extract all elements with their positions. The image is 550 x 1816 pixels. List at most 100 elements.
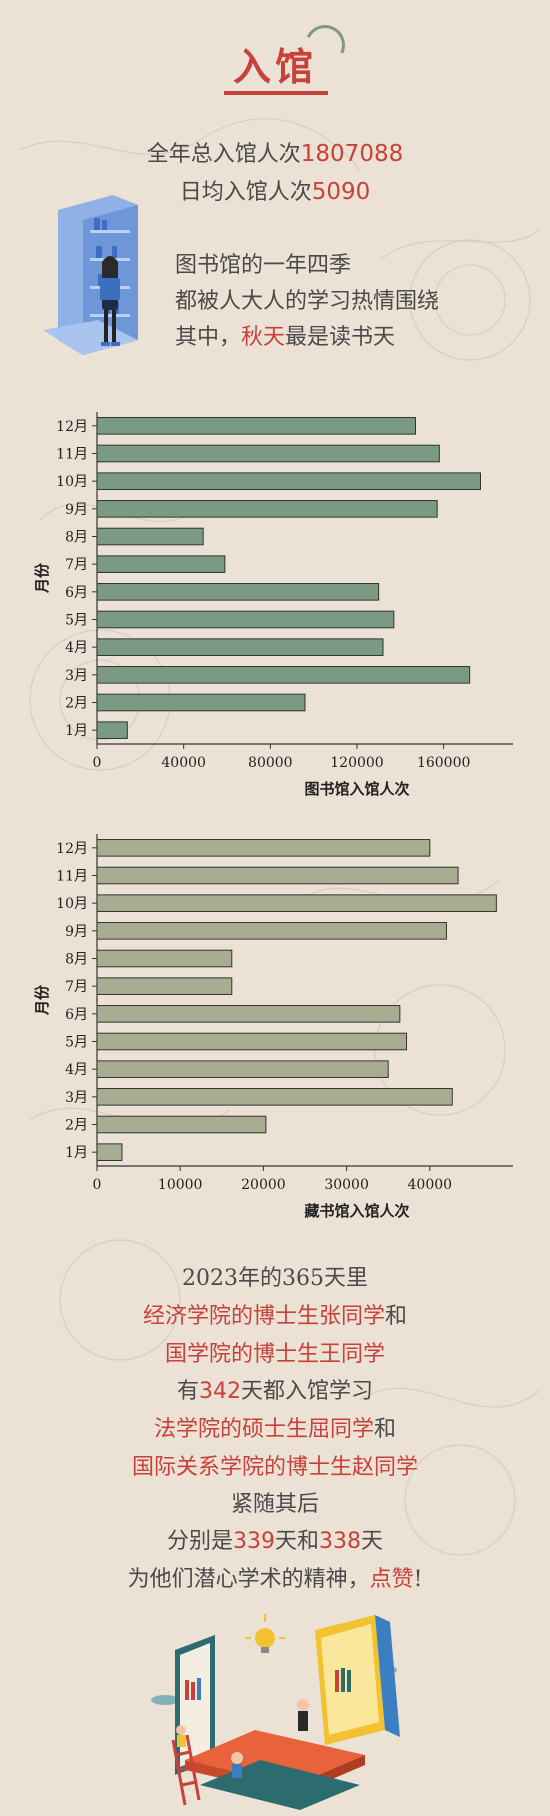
days-338: 338 (319, 1529, 361, 1554)
library-x-tick-label: 0 (93, 755, 102, 771)
collection-bar-7 (96, 977, 233, 995)
collection-bar-8 (96, 949, 233, 968)
library-category-label: 2月 (65, 696, 88, 712)
library-category-label: 9月 (65, 502, 88, 518)
intro-autumn-highlight: 秋天 (241, 325, 286, 350)
collection-category-label: 5月 (65, 1035, 88, 1051)
library-x-tick-label: 80000 (248, 755, 293, 771)
library-category-label: 6月 (65, 585, 88, 601)
story-l4-post: 天都入馆学习 (241, 1379, 374, 1404)
collection-x-tick-label: 0 (93, 1177, 102, 1193)
collection-x-tick-label: 10000 (158, 1177, 203, 1193)
collection-bar-2 (96, 1115, 267, 1134)
library-bar-10 (96, 472, 481, 490)
library-x-tick-label: 160000 (417, 755, 470, 771)
library-category-label: 1月 (65, 723, 88, 739)
collection-category-label: 9月 (65, 924, 88, 940)
library-category-label: 11月 (56, 447, 88, 463)
collection-x-axis-label: 藏书馆入馆人次 (304, 1202, 409, 1220)
story-and-2: 和 (374, 1417, 397, 1442)
student-qu: 法学院的硕士生屈同学 (153, 1417, 374, 1442)
story-l9-post: ! (413, 1567, 423, 1592)
days-339: 339 (232, 1529, 275, 1554)
library-bar-11 (96, 444, 440, 463)
intro-line-3: 其中，秋天最是读书天 (175, 319, 395, 351)
total-visits-label: 全年总入馆人次 (146, 142, 301, 167)
intro-line-3-pre: 其中， (175, 325, 242, 350)
library-bar-8 (96, 527, 204, 546)
total-visits-line: 全年总入馆人次1807088 (0, 136, 550, 168)
intro-line-3-post: 最是读书天 (285, 325, 396, 350)
praise-highlight: 点赞 (369, 1567, 414, 1592)
library-category-label: 10月 (56, 474, 88, 490)
total-visits-value: 1807088 (300, 141, 404, 167)
story-l4-pre: 有 (176, 1379, 199, 1404)
library-bar-1 (96, 721, 128, 739)
library-bar-2 (96, 693, 306, 712)
collection-category-label: 10月 (56, 896, 88, 912)
story-l8-mid: 天和 (274, 1529, 319, 1554)
collection-category-label: 8月 (65, 952, 88, 968)
library-category-label: 4月 (65, 640, 88, 656)
library-bar-12 (96, 417, 416, 435)
collection-category-label: 6月 (65, 1007, 88, 1023)
days-342: 342 (199, 1379, 241, 1404)
collection-y-axis-label: 月份 (33, 984, 51, 1016)
story-line-5: 法学院的硕士生屈同学和 (0, 1411, 550, 1443)
collection-bar-3 (96, 1088, 453, 1106)
story-l8-post: 天 (361, 1529, 384, 1554)
library-x-tick-label: 40000 (161, 755, 206, 771)
library-bar-9 (96, 500, 438, 518)
library-bar-3 (96, 666, 471, 684)
page-title: 入馆 (232, 44, 317, 89)
daily-visits-line: 日均入馆人次5090 (0, 174, 550, 206)
collection-x-tick-label: 40000 (408, 1177, 453, 1193)
intro-line-2: 都被人大人的学习热情围绕 (175, 289, 440, 314)
title-underline (224, 91, 328, 95)
collection-bar-5 (96, 1032, 408, 1051)
story-l8-pre: 分别是 (166, 1529, 233, 1554)
daily-visits-value: 5090 (311, 179, 371, 205)
library-bar-5 (96, 610, 395, 629)
librarian-bookshelf-illustration (43, 195, 138, 355)
story-line-9: 为他们潜心学术的精神，点赞! (0, 1561, 550, 1593)
student-wang: 国学院的博士生王同学 (164, 1342, 385, 1367)
library-category-label: 7月 (65, 557, 88, 573)
collection-bar-11 (96, 866, 459, 885)
collection-bar-4 (96, 1060, 389, 1078)
collection-bar-6 (96, 1005, 401, 1023)
library-category-label: 12月 (56, 419, 88, 435)
story-line-8: 分别是339天和338天 (0, 1523, 550, 1555)
library-x-tick-label: 120000 (330, 755, 383, 771)
library-category-label: 5月 (65, 613, 88, 629)
story-line-7: 紧随其后 (230, 1492, 319, 1517)
collection-category-label: 7月 (65, 979, 88, 995)
story-and-1: 和 (385, 1304, 408, 1329)
story-line-1: 2023年的365天里 (182, 1266, 368, 1291)
library-x-axis-label: 图书馆入馆人次 (304, 780, 409, 798)
collection-hall-visits-bar-chart: 1月 2月 3月 4月 5月 6月 7月 8月 9月 10月 11月 12月 0 10000 20000 30… (33, 834, 513, 1220)
library-bar-6 (96, 583, 380, 601)
collection-bar-10 (96, 894, 497, 912)
library-y-axis-label: 月份 (33, 562, 51, 594)
collection-bar-9 (96, 922, 447, 940)
story-line-2: 经济学院的博士生张同学和 (0, 1298, 550, 1330)
collection-category-label: 4月 (65, 1062, 88, 1078)
library-category-label: 3月 (65, 668, 88, 684)
intro-line-1: 图书馆的一年四季 (175, 253, 352, 278)
library-bar-7 (96, 555, 226, 573)
library-category-label: 8月 (65, 530, 88, 546)
collection-bar-1 (96, 1143, 123, 1161)
daily-visits-label: 日均入馆人次 (179, 180, 312, 205)
collection-category-label: 2月 (65, 1118, 88, 1134)
collection-category-label: 1月 (65, 1145, 88, 1161)
collection-category-label: 12月 (56, 841, 88, 857)
collection-x-tick-label: 30000 (324, 1177, 369, 1193)
collection-category-label: 3月 (65, 1090, 88, 1106)
student-zhao: 国际关系学院的博士生赵同学 (131, 1455, 418, 1480)
story-line-4: 有342天都入馆学习 (0, 1373, 550, 1405)
books-students-illustration (151, 1614, 400, 1810)
library-visits-bar-chart: 1月 2月 3月 4月 5月 6月 7月 8月 9月 10月 11月 12月 0 40000 80000 12… (33, 412, 513, 798)
collection-category-label: 11月 (56, 869, 88, 885)
library-bar-4 (96, 638, 384, 656)
